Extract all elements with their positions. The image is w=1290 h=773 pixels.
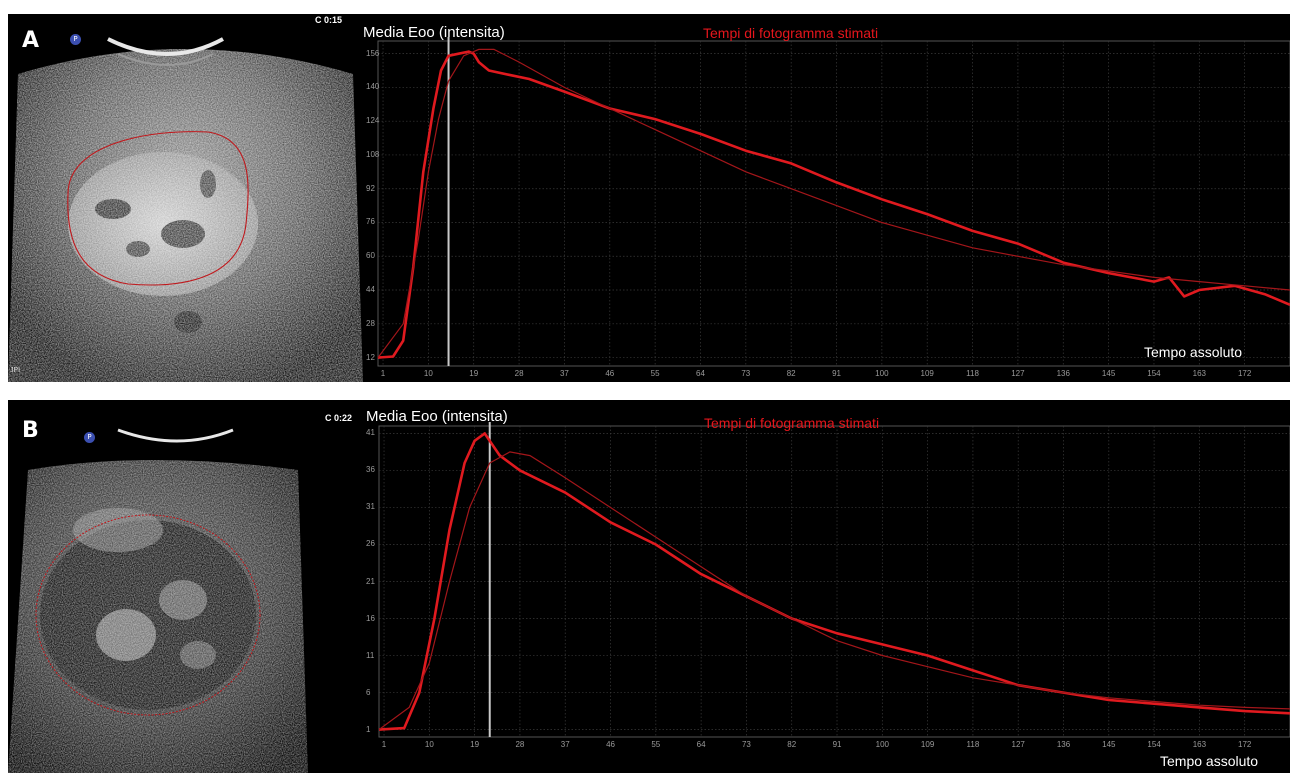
y-tick-label: 140 xyxy=(366,82,380,92)
y-axis-title: Media Eoo (intensita) xyxy=(366,408,508,425)
plot-frame xyxy=(377,40,1290,367)
y-tick-label: 31 xyxy=(366,502,375,512)
ultrasound-image-a xyxy=(8,14,363,382)
y-tick-label: 124 xyxy=(366,116,380,126)
x-tick-label: 82 xyxy=(786,369,796,378)
intensity-curve xyxy=(377,50,1290,359)
probe-arc-a xyxy=(107,37,224,56)
x-tick-label: 73 xyxy=(741,740,751,749)
x-tick-label: 154 xyxy=(1147,369,1161,378)
y-tick-label: 16 xyxy=(366,613,375,623)
x-tick-label: 37 xyxy=(560,740,570,749)
y-tick-label: 156 xyxy=(366,48,380,58)
y-tick-label: 92 xyxy=(366,183,375,193)
x-tick-label: 19 xyxy=(469,369,479,378)
x-tick-label: 154 xyxy=(1147,740,1161,749)
ultrasound-image-b xyxy=(8,400,363,773)
x-tick-label: 28 xyxy=(514,369,524,378)
x-tick-label: 28 xyxy=(515,740,525,749)
x-tick-label: 64 xyxy=(696,740,706,749)
fitted-curve xyxy=(377,48,1290,358)
x-tick-label: 100 xyxy=(875,740,889,749)
x-tick-label: 37 xyxy=(559,369,569,378)
y-tick-label: 6 xyxy=(366,687,371,697)
x-tick-label: 145 xyxy=(1101,369,1116,378)
y-tick-label: 26 xyxy=(366,539,375,549)
x-axis-title: Tempo assoluto xyxy=(1144,344,1243,360)
x-tick-label: 73 xyxy=(741,369,751,378)
x-tick-label: 127 xyxy=(1011,369,1025,378)
x-tick-label: 145 xyxy=(1102,740,1116,749)
x-tick-label: 172 xyxy=(1238,740,1252,749)
x-tick-label: 19 xyxy=(470,740,480,749)
x-tick-label: 109 xyxy=(920,740,935,749)
x-tick-label: 118 xyxy=(966,369,979,378)
x-tick-label: 136 xyxy=(1056,369,1070,378)
x-tick-label: 172 xyxy=(1237,369,1252,378)
tic-plot-a xyxy=(377,37,1290,367)
y-tick-label: 11 xyxy=(366,650,375,660)
x-tick-label: 82 xyxy=(787,740,797,749)
x-tick-label: 118 xyxy=(966,740,980,749)
chart-title: Tempi di fotogramma stimati xyxy=(704,415,880,431)
cine-timer: C 0:22 xyxy=(325,413,353,423)
x-tick-label: 127 xyxy=(1011,740,1025,749)
x-tick-label: 46 xyxy=(605,369,615,378)
x-tick-label: 10 xyxy=(424,740,434,749)
y-tick-label: 76 xyxy=(366,217,375,227)
y-tick-label: 1 xyxy=(366,724,371,734)
y-tick-label: 28 xyxy=(366,318,375,328)
y-tick-label: 60 xyxy=(366,251,375,261)
x-tick-label: 136 xyxy=(1056,740,1071,749)
roi-outline-b xyxy=(35,514,261,716)
x-tick-label: 55 xyxy=(650,369,660,378)
x-tick-label: 91 xyxy=(832,740,842,749)
x-tick-label: 46 xyxy=(606,740,615,749)
cine-timer: C 0:15 xyxy=(315,15,343,25)
x-tick-label: 100 xyxy=(875,369,889,378)
tic-plot-b xyxy=(378,422,1290,738)
x-tick-label: 55 xyxy=(651,740,661,749)
y-tick-label: 12 xyxy=(366,352,375,362)
probe-indicator-icon: P xyxy=(84,432,95,443)
panel-label: A xyxy=(22,28,40,53)
x-tick-label: 109 xyxy=(920,369,934,378)
roi-outline-a xyxy=(67,131,249,286)
y-tick-label: 44 xyxy=(366,285,375,295)
intensity-curve xyxy=(378,432,1290,731)
panel-label: B xyxy=(22,418,39,443)
y-tick-label: 36 xyxy=(366,465,375,475)
panel-b: B P C 0:22 1 10 19 28 37 46 55 64 73 82 91 100 109 11… xyxy=(8,400,1290,773)
x-tick-label: 91 xyxy=(832,369,841,378)
y-tick-label: 41 xyxy=(366,428,375,438)
panel-a: A P C 0:15 JPI 1 10 19 28 37 46 55 64 73 82 91 100 1… xyxy=(8,14,1290,382)
x-tick-label: 64 xyxy=(696,369,705,378)
probe-echo-a xyxy=(117,53,214,66)
x-tick-label: 163 xyxy=(1192,740,1207,749)
chart-title: Tempi di fotogramma stimati xyxy=(703,25,879,41)
scanner-tag: JPI xyxy=(10,367,21,374)
x-tick-label: 1 xyxy=(381,740,387,749)
fitted-curve xyxy=(378,451,1290,731)
x-tick-label: 163 xyxy=(1192,369,1206,378)
tic-chart-b: 1 10 19 28 37 46 55 64 73 82 91 100 109 118 127 136 145 1… xyxy=(363,400,1290,773)
x-tick-label: 1 xyxy=(380,369,386,378)
probe-arc-b xyxy=(117,428,234,443)
x-tick-label: 10 xyxy=(423,369,433,378)
probe-indicator-icon: P xyxy=(70,34,81,45)
y-axis-title: Media Eoo (intensita) xyxy=(363,24,505,41)
x-axis-title: Tempo assoluto xyxy=(1160,753,1259,769)
tic-chart-a: 1 10 19 28 37 46 55 64 73 82 91 100 109 118 127 136 145 1… xyxy=(363,14,1290,382)
y-tick-label: 108 xyxy=(366,149,380,159)
y-tick-label: 21 xyxy=(366,576,375,586)
